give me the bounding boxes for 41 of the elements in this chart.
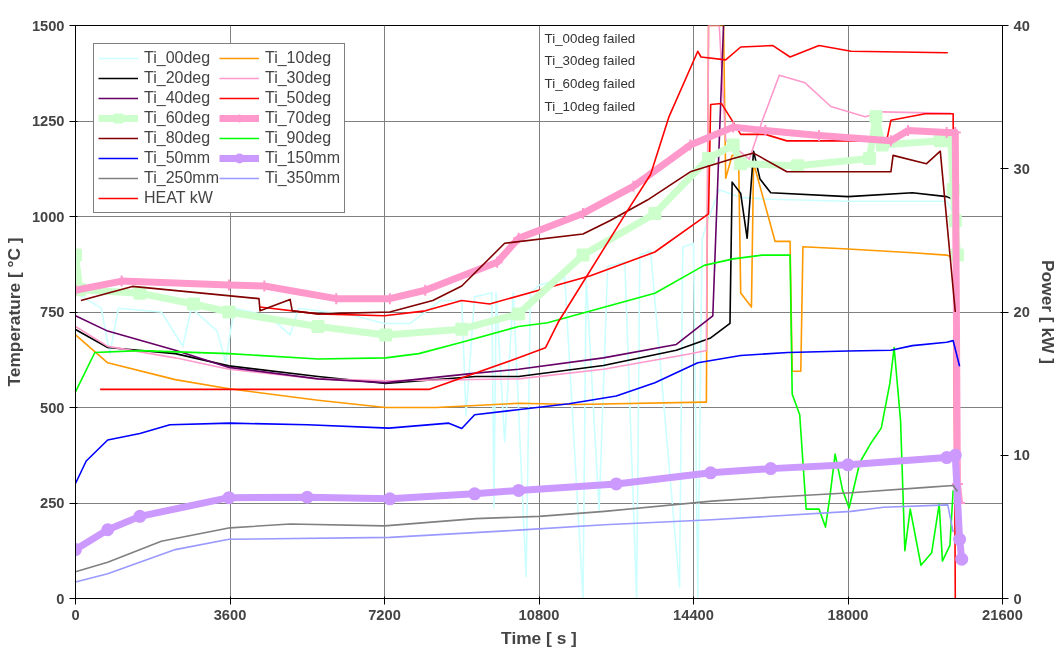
- annotation: Ti_00deg failed: [544, 30, 636, 46]
- y2-tick-label: 40: [1013, 17, 1030, 34]
- y-tick-label: 500: [40, 399, 65, 416]
- y2-tick-label: 10: [1013, 447, 1030, 464]
- y2-tick-label: 30: [1013, 160, 1030, 177]
- x-tick-label: 21600: [982, 606, 1023, 623]
- legend-label: Ti_60deg: [144, 109, 211, 127]
- legend-label: Ti_90deg: [264, 129, 332, 147]
- y-axis-title: Temperature [ °C ]: [3, 237, 24, 387]
- legend-label: Ti_250mm: [144, 169, 219, 187]
- legend-label: Ti_350mm: [264, 169, 340, 187]
- y-tick-label: 1500: [31, 17, 65, 34]
- x-axis-title: Time [ s ]: [501, 627, 577, 648]
- x-tick-label: 18000: [827, 606, 869, 623]
- y2-tick-label: 0: [1013, 590, 1022, 607]
- y2-tick-label: 20: [1013, 304, 1030, 320]
- y2-axis-title: Power [ kW ]: [1037, 260, 1058, 364]
- x-tick-label: 0: [71, 606, 80, 623]
- legend-label: Ti_70deg: [264, 109, 332, 127]
- legend-label: Ti_20deg: [144, 69, 211, 87]
- x-tick-label: 7200: [368, 606, 401, 623]
- legend-label: Ti_30deg: [264, 69, 332, 87]
- y-tick-label: 0: [56, 590, 65, 607]
- legend-label: Ti_150mm: [264, 149, 340, 167]
- annotation: Ti_60deg failed: [544, 76, 636, 92]
- annotation: Ti_30deg failed: [544, 53, 636, 69]
- y-tick-label: 1000: [31, 208, 65, 225]
- legend-label: Ti_00deg: [144, 49, 211, 67]
- x-tick-label: 10800: [518, 606, 560, 623]
- legend-label: Ti_50mm: [144, 149, 211, 167]
- y-tick-label: 1250: [31, 113, 65, 129]
- annotation: Ti_10deg failed: [544, 99, 636, 115]
- x-tick-label: 14400: [673, 606, 714, 623]
- legend-label: Ti_80deg: [144, 129, 211, 147]
- y-tick-label: 750: [40, 304, 65, 320]
- legend-label: Ti_40deg: [144, 89, 211, 107]
- x-tick-label: 3600: [213, 606, 247, 623]
- legend-label: Ti_50deg: [264, 89, 332, 107]
- legend-label: Ti_10deg: [264, 49, 332, 67]
- legend-label: HEAT kW: [144, 189, 213, 207]
- y-tick-label: 250: [40, 495, 65, 511]
